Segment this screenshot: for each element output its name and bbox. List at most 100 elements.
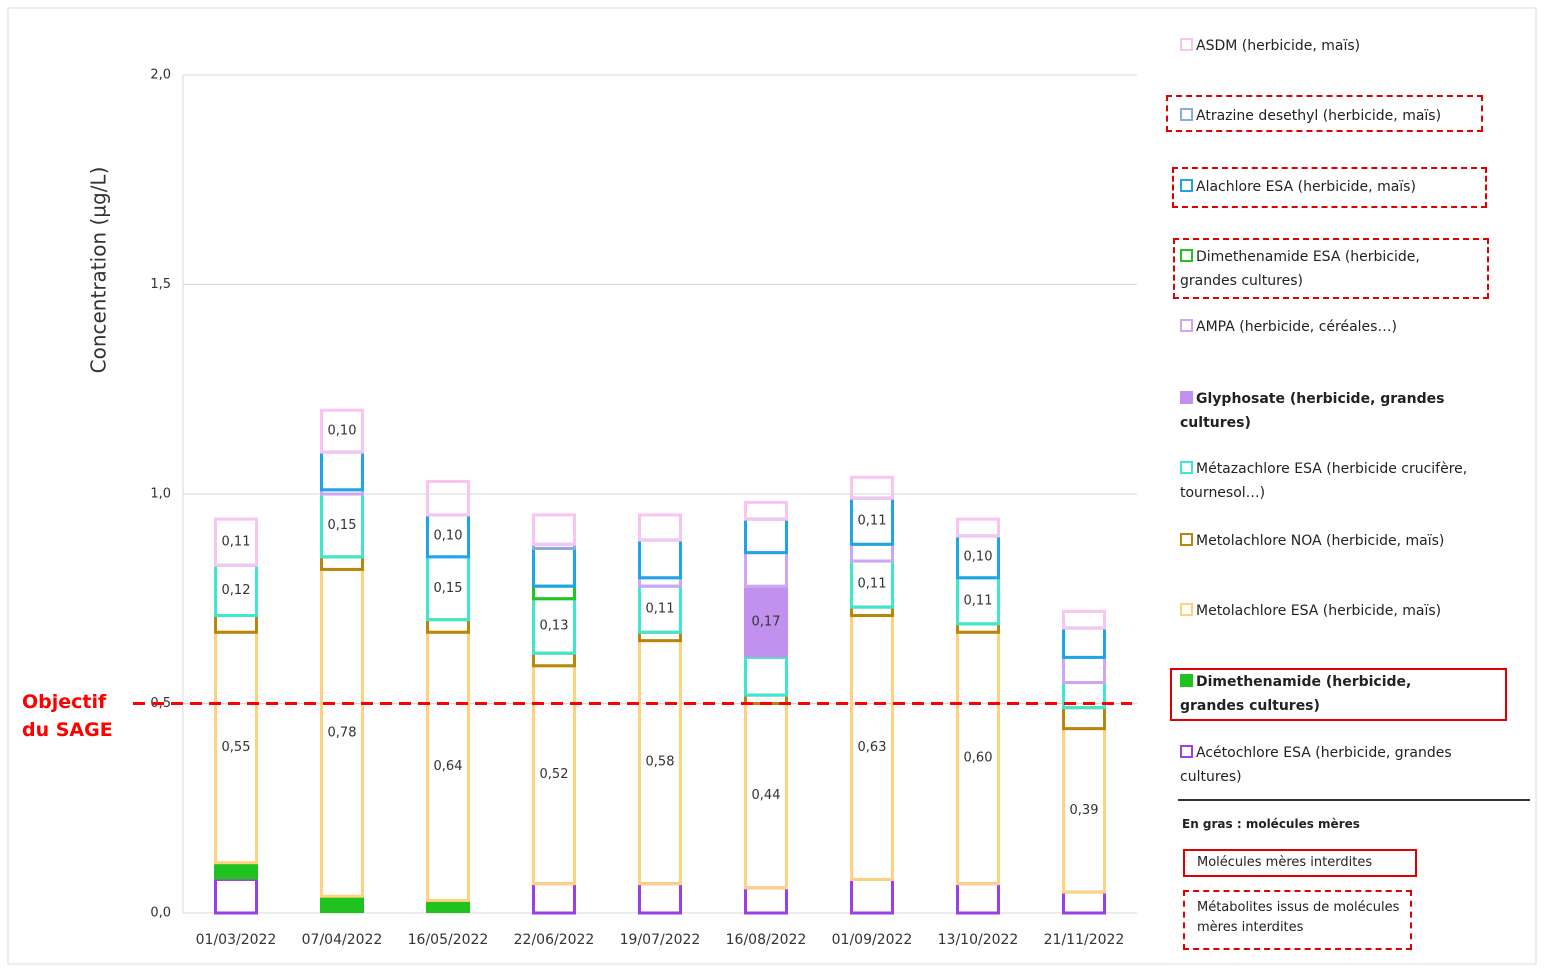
legend-item: Alachlore ESA (herbicide, maïs) [1180,175,1480,199]
bar-segment [532,513,576,546]
bar-segment [320,555,364,571]
chart-border [7,7,1537,965]
bar-segment [744,586,788,658]
value-label: 0,39 [1070,803,1099,818]
legend-item: Metolachlore NOA (herbicide, maïs) [1180,529,1480,553]
legend-label: Acétochlore ESA (herbicide, grandes cult… [1180,745,1452,785]
bar-segment [850,542,894,563]
bar-segment [320,450,364,492]
legend-item: Dimethenamide (herbicide, grandes cultur… [1180,670,1480,718]
value-label: 0,11 [646,602,675,617]
value-label: 0,64 [434,759,463,774]
value-label: 0,11 [222,535,251,550]
legend-label: Alachlore ESA (herbicide, maïs) [1196,179,1416,195]
y-tick-label: 1,5 [150,277,171,292]
value-label: 0,58 [646,755,675,770]
bar-segment [214,862,258,880]
bar-segment [320,896,364,913]
bar-segment [850,475,894,500]
y-tick-label: 0,0 [150,906,171,921]
value-label: 0,52 [540,767,569,782]
value-label: 0,78 [328,725,357,740]
value-label: 0,11 [964,593,993,608]
x-tick-label: 07/04/2022 [302,932,383,948]
bar-segment [638,882,682,915]
x-tick-label: 01/09/2022 [832,932,913,948]
legend-swatch [1180,391,1193,404]
x-tick-label: 16/08/2022 [726,932,807,948]
bar-segment [744,500,788,521]
bar-segment [426,479,470,517]
legend-swatch [1180,603,1193,616]
legend-frame [1166,95,1483,132]
value-label: 0,10 [964,549,993,564]
x-tick-label: 01/03/2022 [196,932,277,948]
legend-label: Dimethenamide (herbicide, grandes cultur… [1180,674,1412,714]
legend-item: Atrazine desethyl (herbicide, maïs) [1180,104,1480,128]
bar-segment [214,877,258,915]
bar-segment [1062,890,1106,915]
x-tick-label: 22/06/2022 [514,932,595,948]
value-label: 0,15 [328,518,357,533]
legend-frame [1172,167,1487,208]
legend-swatch [1180,108,1193,121]
legend-label: Glyphosate (herbicide, grandes cultures) [1180,391,1445,431]
bar-segment [1062,655,1106,685]
bar-segment [1062,706,1106,731]
legend-swatch [1180,319,1193,332]
legend-item: Dimethenamide ESA (herbicide, grandes cu… [1180,245,1480,293]
legend-item: ASDM (herbicide, maïs) [1180,34,1480,58]
x-tick-label: 19/07/2022 [620,932,701,948]
value-label: 0,63 [858,740,887,755]
legend-label: Metolachlore ESA (herbicide, maïs) [1196,603,1442,619]
bar-segment [744,886,788,915]
bar-segment [532,882,576,915]
legend-frame [1170,668,1507,721]
bar-segment [532,651,576,668]
value-label: 0,44 [752,788,781,803]
y-tick-label: 1,0 [150,487,171,502]
legend-frame [1173,238,1489,299]
legend-swatch [1180,38,1193,51]
bar-segment [744,551,788,588]
x-tick-label: 21/11/2022 [1044,932,1125,948]
legend-item: Acétochlore ESA (herbicide, grandes cult… [1180,741,1480,789]
bar-segment [744,517,788,555]
value-label: 0,60 [964,750,993,765]
bar-segment [532,546,576,588]
x-tick-label: 13/10/2022 [938,932,1019,948]
note: Métabolites issus de molécules mères int… [1183,890,1412,950]
legend-swatch [1180,674,1193,687]
legend-swatch [1180,745,1193,758]
legend-swatch [1180,249,1193,262]
legend-label: Dimethenamide ESA (herbicide, grandes cu… [1180,249,1420,289]
value-label: 0,17 [752,614,781,629]
bar-segment [320,408,364,454]
value-label: 0,15 [434,581,463,596]
legend-label: Metolachlore NOA (herbicide, maïs) [1196,533,1445,549]
value-label: 0,11 [858,577,887,592]
bar-segment [532,584,576,601]
legend-swatch [1180,461,1193,474]
bar-segment [214,517,258,567]
bar-segment [1062,609,1106,630]
y-tick-label: 2,0 [150,68,171,83]
threshold-label: Objectif du SAGE [22,691,113,741]
legend-swatch [1180,533,1193,546]
value-label: 0,10 [328,424,357,439]
bar-segment [426,618,470,634]
x-tick-label: 16/05/2022 [408,932,489,948]
note: Molécules mères interdites [1183,849,1417,877]
bar-segment [744,655,788,697]
bar-segment [638,513,682,542]
legend-item: Métazachlore ESA (herbicide crucifère, t… [1180,457,1480,505]
bar-segment [214,614,258,634]
separator [1178,799,1530,801]
legend-swatch [1180,179,1193,192]
note: En gras : molécules mères [1182,817,1360,831]
legend-item: Metolachlore ESA (herbicide, maïs) [1180,599,1480,623]
legend-label: Atrazine desethyl (herbicide, maïs) [1196,108,1442,124]
value-label: 0,13 [540,618,569,633]
